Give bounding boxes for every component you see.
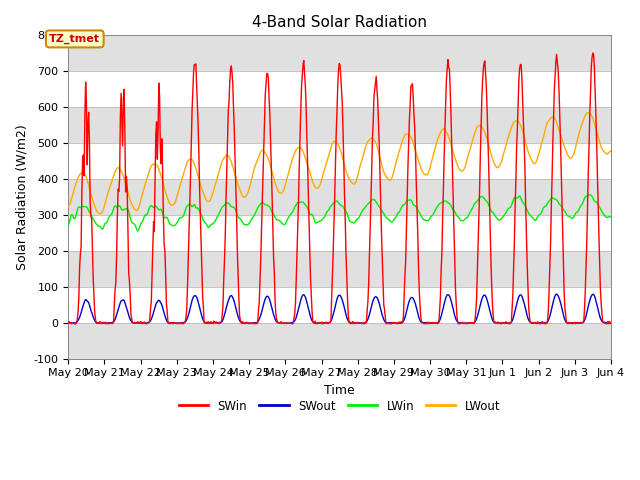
Bar <box>68 287 611 323</box>
Bar <box>68 215 611 251</box>
Title: 4-Band Solar Radiation: 4-Band Solar Radiation <box>252 15 427 30</box>
X-axis label: Time: Time <box>324 384 355 397</box>
Bar <box>68 36 611 71</box>
Bar <box>68 143 611 179</box>
Bar <box>68 251 611 287</box>
Bar <box>68 323 611 359</box>
Y-axis label: Solar Radiation (W/m2): Solar Radiation (W/m2) <box>15 124 28 270</box>
Bar <box>68 179 611 215</box>
Text: TZ_tmet: TZ_tmet <box>49 34 100 44</box>
Bar <box>68 107 611 143</box>
Bar <box>68 71 611 107</box>
Legend: SWin, SWout, LWin, LWout: SWin, SWout, LWin, LWout <box>174 395 505 417</box>
